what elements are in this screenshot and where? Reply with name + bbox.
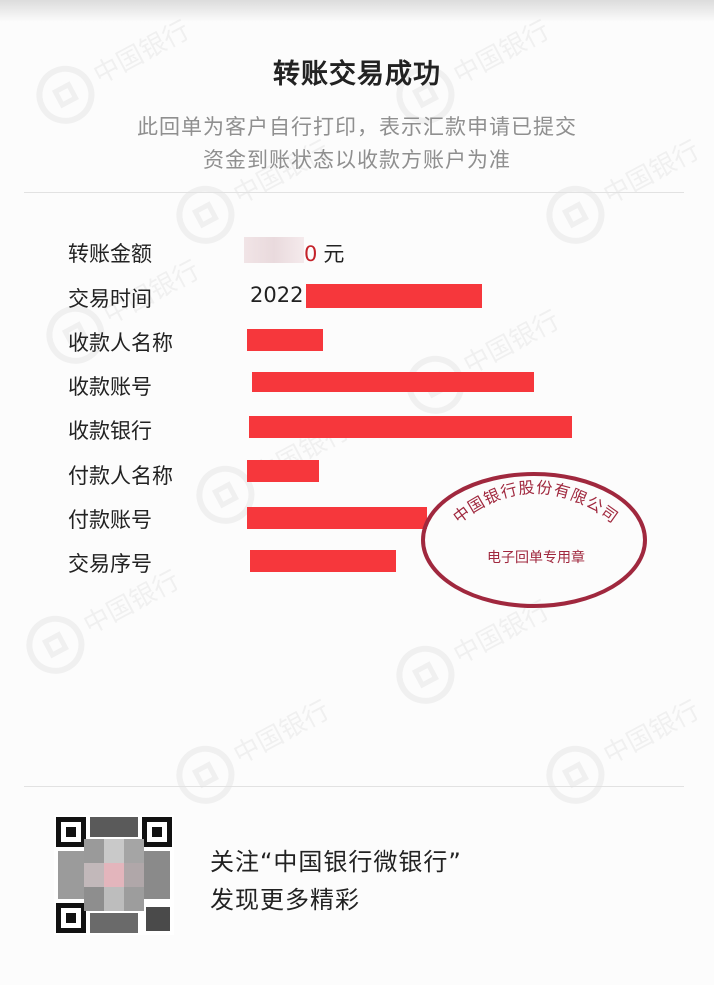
amount-visible-digit: 0 bbox=[304, 242, 318, 266]
watermark: 中国银行 bbox=[536, 684, 712, 815]
discover-more-text: 发现更多精彩 bbox=[210, 886, 360, 914]
follow-wechat-text: 关注“中国银行微银行” bbox=[210, 848, 462, 876]
payee-bank-redaction bbox=[249, 416, 572, 438]
watermark: 中国银行 bbox=[396, 294, 572, 425]
bank-logo-icon bbox=[166, 175, 245, 255]
payee-name-redaction bbox=[247, 329, 323, 351]
subtitle-line-1: 此回单为客户自行打印，表示汇款申请已提交 bbox=[137, 115, 577, 139]
seal-purpose: 电子回单专用章 bbox=[487, 550, 585, 566]
label-transfer-amount: 转账金额 bbox=[68, 242, 152, 266]
amount-redaction bbox=[244, 237, 304, 263]
label-payer-name: 付款人名称 bbox=[68, 464, 173, 488]
payee-account-redaction bbox=[252, 372, 534, 392]
bank-logo-icon bbox=[166, 735, 245, 815]
bank-logo-icon bbox=[386, 635, 465, 715]
label-transaction-time: 交易时间 bbox=[68, 287, 152, 311]
qr-code[interactable] bbox=[54, 815, 174, 935]
bank-logo-icon bbox=[16, 605, 95, 685]
amount-unit: 元 bbox=[323, 242, 345, 266]
label-payee-name: 收款人名称 bbox=[68, 331, 173, 355]
label-payer-account: 付款账号 bbox=[68, 508, 152, 532]
label-payee-bank: 收款银行 bbox=[68, 419, 152, 443]
transaction-time-visible: 2022 bbox=[250, 283, 304, 307]
page-title: 转账交易成功 bbox=[273, 59, 441, 90]
official-seal: 中国银行股份有限公司 bbox=[421, 472, 647, 608]
divider bbox=[24, 786, 684, 787]
top-shadow bbox=[0, 0, 714, 22]
label-transaction-serial: 交易序号 bbox=[68, 552, 152, 576]
bank-logo-icon bbox=[536, 175, 615, 255]
watermark: 中国银行 bbox=[166, 684, 342, 815]
payer-account-redaction bbox=[247, 507, 427, 529]
transaction-time-redaction bbox=[306, 284, 482, 308]
subtitle-line-2: 资金到账状态以收款方账户为准 bbox=[203, 148, 511, 172]
label-payee-account: 收款账号 bbox=[68, 375, 152, 399]
divider bbox=[24, 192, 684, 193]
payer-name-redaction bbox=[247, 460, 319, 482]
transaction-serial-redaction bbox=[250, 550, 396, 572]
bank-logo-icon bbox=[536, 735, 615, 815]
